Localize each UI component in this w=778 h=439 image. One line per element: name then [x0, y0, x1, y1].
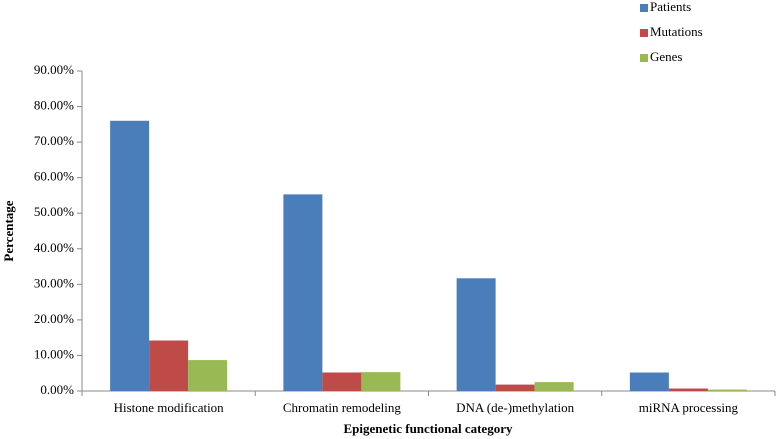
y-axis-title: Percentage — [1, 200, 16, 261]
bar — [495, 384, 535, 391]
bar — [110, 120, 150, 392]
bar — [361, 372, 401, 391]
x-tick-label: miRNA processing — [639, 400, 739, 415]
legend-swatch — [640, 4, 648, 12]
bar — [149, 340, 189, 391]
x-tick-label: Chromatin remodeling — [283, 400, 402, 415]
bar — [456, 278, 496, 391]
x-tick-label: Histone modification — [114, 400, 225, 415]
y-tick-label: 0.00% — [40, 382, 74, 397]
legend-swatch — [640, 54, 648, 62]
y-tick-label: 30.00% — [34, 275, 74, 290]
y-tick-label: 50.00% — [34, 204, 74, 219]
bar — [668, 388, 708, 391]
legend-label: Patients — [650, 0, 691, 14]
y-tick-label: 40.00% — [34, 240, 74, 255]
bar — [534, 382, 574, 391]
legend-label: Genes — [650, 49, 683, 64]
bar — [322, 372, 362, 391]
bar — [283, 194, 323, 391]
y-tick-label: 60.00% — [34, 169, 74, 184]
y-tick-label: 70.00% — [34, 133, 74, 148]
y-tick-label: 10.00% — [34, 346, 74, 361]
legend-swatch — [640, 29, 648, 37]
bar — [629, 372, 669, 391]
y-tick-label: 80.00% — [34, 98, 74, 113]
bar — [707, 389, 747, 391]
y-tick-label: 20.00% — [34, 311, 74, 326]
legend-label: Mutations — [650, 24, 703, 39]
x-tick-label: DNA (de-)methylation — [456, 400, 575, 415]
bar — [188, 360, 228, 391]
x-axis-title: Epigenetic functional category — [344, 421, 513, 436]
y-tick-label: 90.00% — [34, 62, 74, 77]
